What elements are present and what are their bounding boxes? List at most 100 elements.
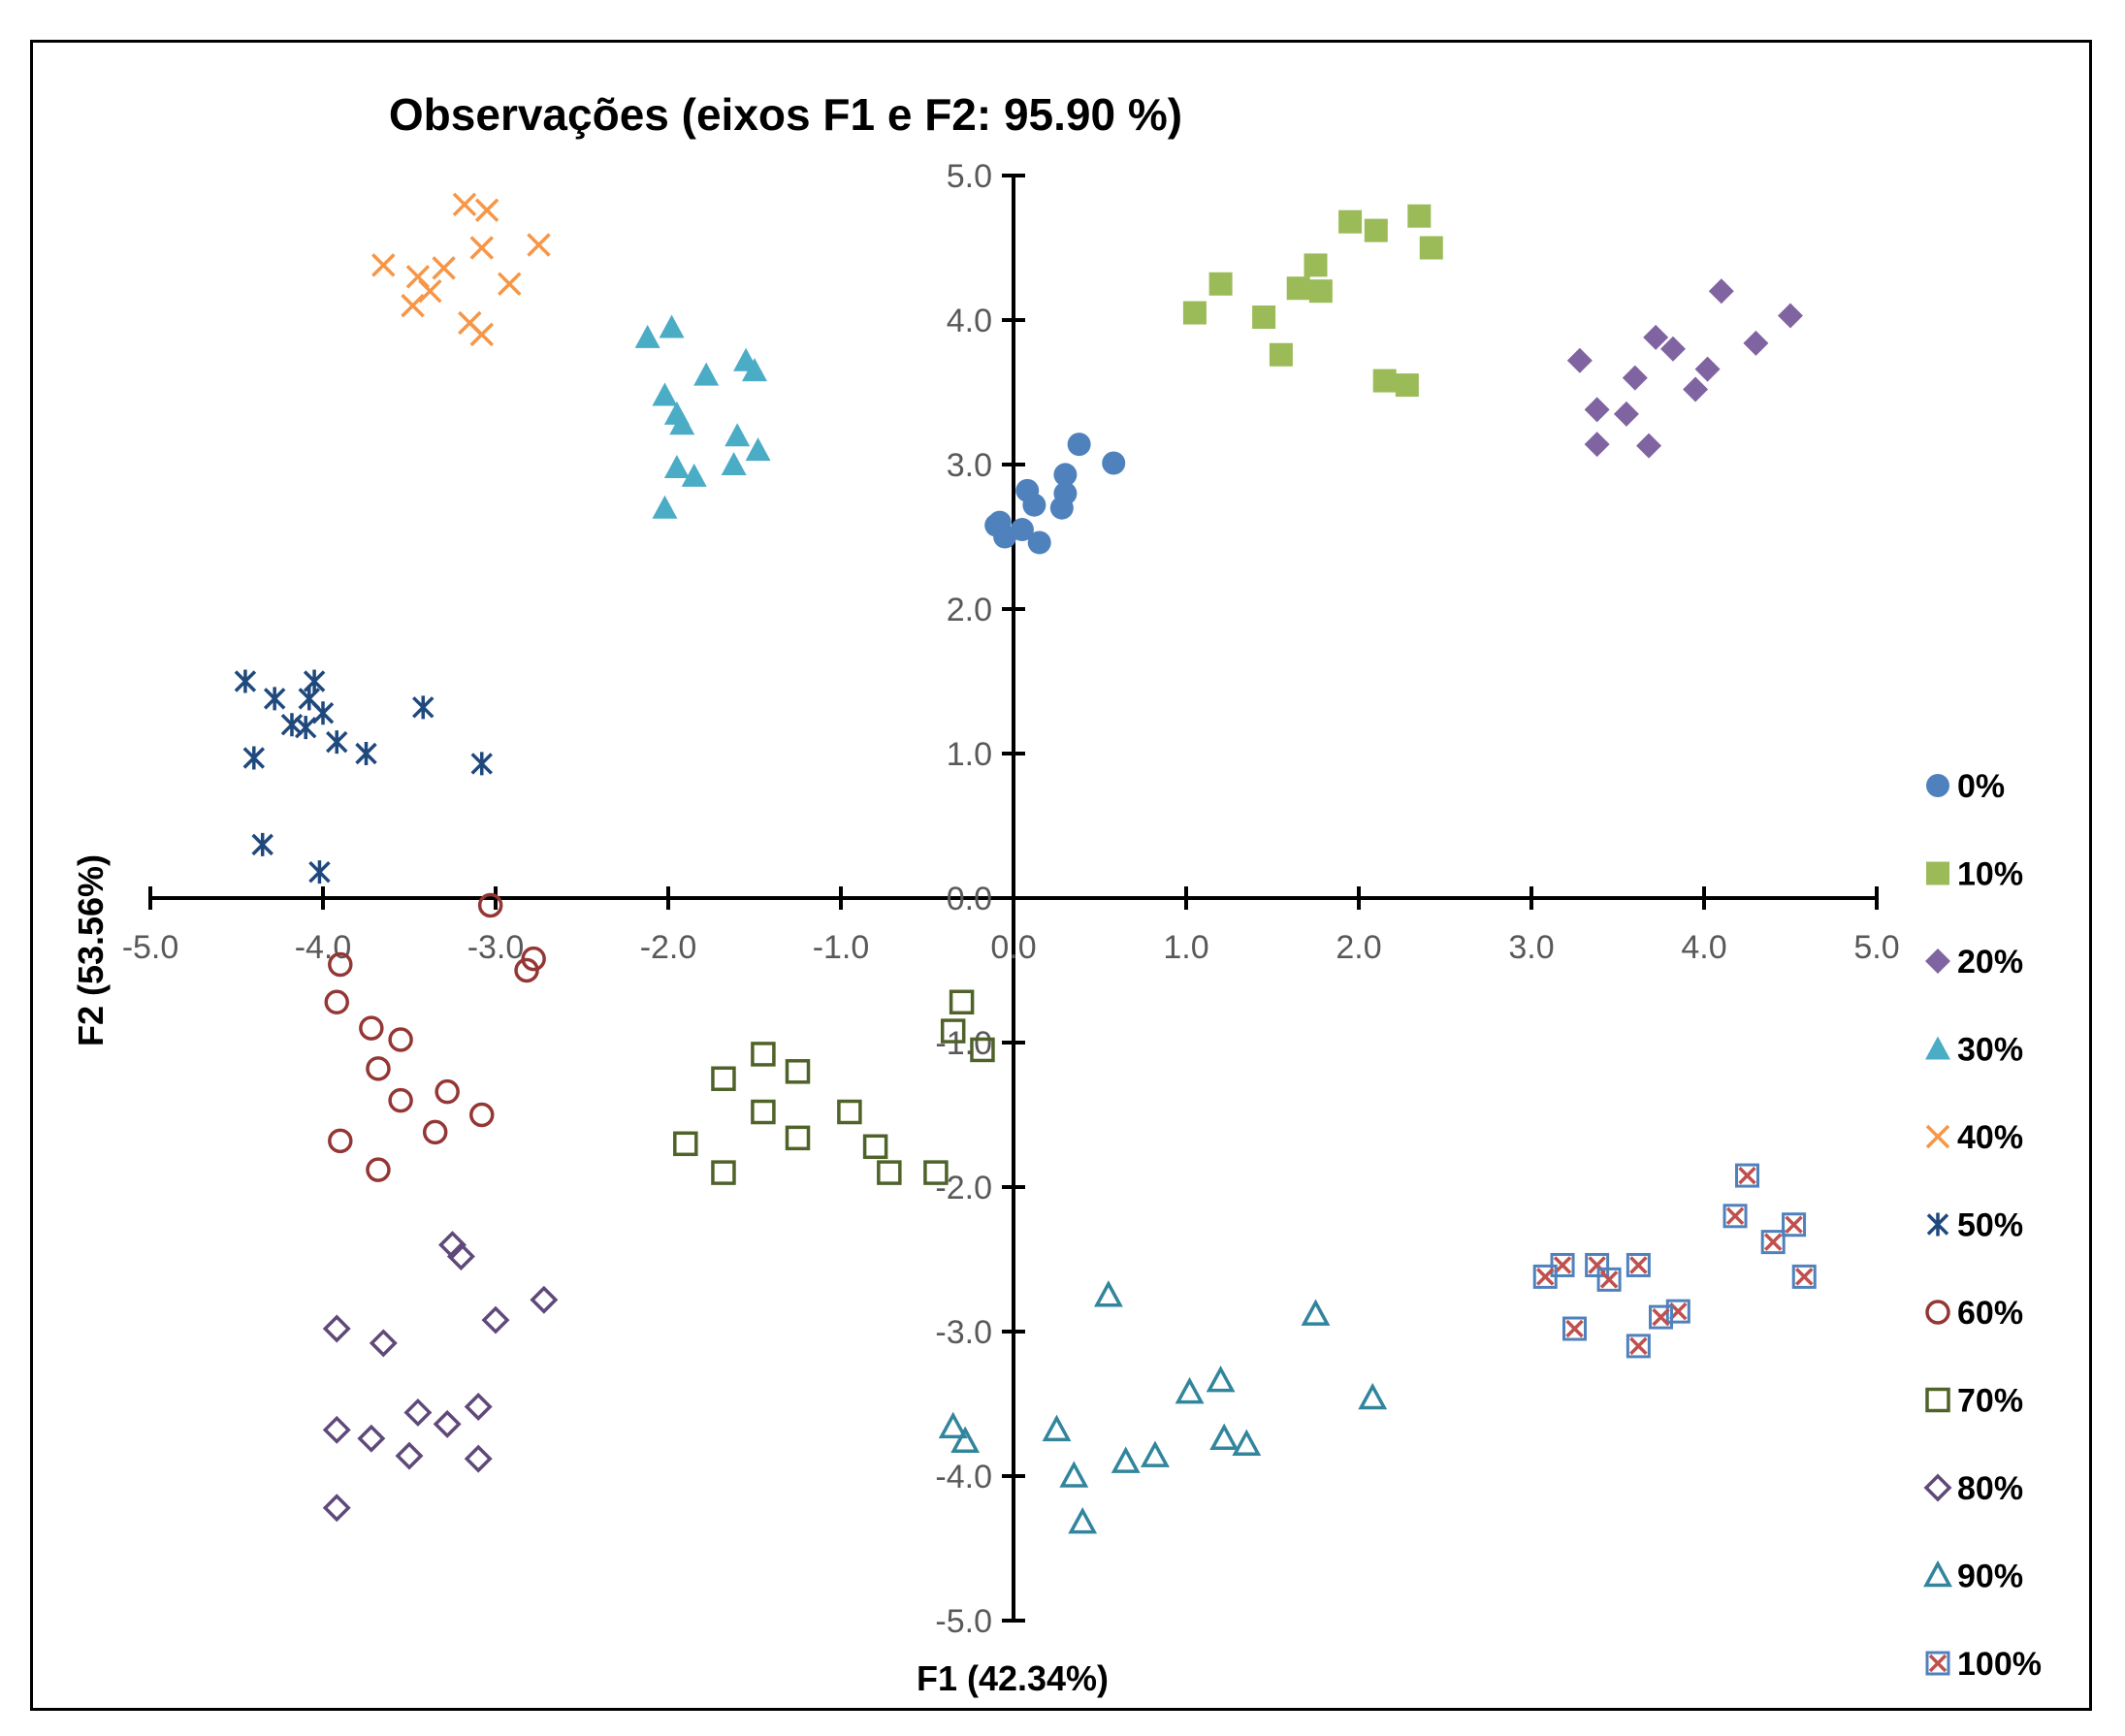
data-point <box>322 1314 351 1343</box>
data-point <box>322 1415 351 1444</box>
legend-marker <box>1925 1387 1950 1413</box>
axes: -5.0 -4.0 -3.0 -2.0 -1.0 0.0 1.0 2.0 3.0 4.0 5.0 5.… <box>122 158 1900 1640</box>
data-point <box>369 1329 398 1358</box>
series-40pct <box>371 192 551 347</box>
data-point <box>251 832 274 856</box>
legend-marker <box>1926 861 1949 885</box>
data-point <box>751 1099 776 1125</box>
data-point <box>234 669 257 693</box>
data-point <box>422 1119 448 1145</box>
legend-marker <box>1923 1473 1952 1502</box>
data-point <box>464 1393 493 1421</box>
legend-label: 0% <box>1957 768 2005 805</box>
series-0pct <box>984 433 1126 555</box>
data-point <box>669 411 695 435</box>
x-tick-label: 1.0 <box>1163 929 1208 966</box>
data-point <box>498 272 522 296</box>
data-point <box>371 253 396 277</box>
legend-label: 50% <box>1957 1207 2023 1244</box>
data-point <box>324 989 349 1015</box>
x-tick-label: -5.0 <box>122 929 179 966</box>
data-point <box>242 746 266 770</box>
data-point <box>1049 496 1074 520</box>
data-point <box>514 957 539 983</box>
legend-label: 80% <box>1957 1470 2023 1507</box>
data-point <box>1209 1423 1240 1451</box>
legend-item: 40% <box>1925 1119 2023 1156</box>
y-tick-label: 4.0 <box>947 303 992 339</box>
data-point <box>1659 336 1686 362</box>
data-point <box>1182 301 1207 325</box>
x-tick-label: 2.0 <box>1336 929 1381 966</box>
data-point <box>1208 272 1233 296</box>
x-tick-label: -4.0 <box>295 929 352 966</box>
y-tick-label: 2.0 <box>947 592 992 628</box>
data-point <box>1111 1446 1141 1473</box>
data-point <box>1232 1429 1262 1456</box>
legend-item: 20% <box>1925 944 2023 981</box>
series-30pct <box>634 314 771 519</box>
legend-item: 60% <box>1925 1295 2023 1332</box>
data-point <box>446 1242 475 1270</box>
data-point <box>673 1131 698 1157</box>
data-point <box>481 1305 510 1334</box>
data-point <box>395 1441 424 1470</box>
data-point <box>1022 493 1046 517</box>
data-point <box>328 1128 353 1154</box>
data-point <box>328 951 353 978</box>
data-point <box>652 382 678 406</box>
data-point <box>1566 347 1593 373</box>
legend-label: 60% <box>1957 1295 2023 1332</box>
data-point <box>401 293 425 318</box>
data-point <box>693 362 720 386</box>
legend-marker <box>1925 948 1950 974</box>
y-tick-label: -3.0 <box>935 1314 992 1351</box>
data-point <box>1622 365 1648 391</box>
legend-marker <box>1925 1124 1950 1149</box>
data-point <box>433 1409 462 1438</box>
data-point <box>1782 1212 1807 1238</box>
data-point <box>474 198 499 222</box>
data-point <box>877 1160 902 1185</box>
y-tick-label: -5.0 <box>935 1603 992 1640</box>
data-point <box>1308 279 1333 304</box>
data-points <box>234 192 1817 1534</box>
data-point <box>1364 218 1388 242</box>
legend-marker <box>1925 1036 1950 1060</box>
data-point <box>1372 369 1397 393</box>
data-point <box>1395 373 1419 398</box>
data-point <box>1760 1230 1786 1255</box>
data-point <box>1042 1414 1072 1442</box>
data-point <box>366 1056 391 1081</box>
data-point <box>970 1037 995 1063</box>
data-point <box>438 1231 467 1260</box>
data-point <box>1102 451 1126 475</box>
data-point <box>785 1059 811 1084</box>
data-point <box>721 452 747 475</box>
legend-label: 10% <box>1957 856 2023 893</box>
data-point <box>311 701 335 725</box>
data-point <box>477 892 503 918</box>
data-point <box>1613 401 1639 427</box>
legend-item: 0% <box>1926 768 2005 805</box>
data-point <box>1562 1316 1587 1341</box>
x-tick-label: 3.0 <box>1508 929 1554 966</box>
data-point <box>1286 276 1310 301</box>
chart-frame: Observações (eixos F1 e F2: 95.90 %) -5.… <box>30 40 2092 1711</box>
data-point <box>751 1042 776 1067</box>
y-tick-label: 5.0 <box>947 158 992 195</box>
legend-item: 80% <box>1923 1470 2023 1507</box>
data-point <box>357 1424 386 1453</box>
data-point <box>322 1494 351 1523</box>
legend-label: 90% <box>1957 1559 2023 1595</box>
data-point <box>469 322 494 347</box>
data-point <box>263 687 286 711</box>
data-point <box>1206 1366 1236 1393</box>
data-point <box>1649 1304 1673 1330</box>
data-point <box>1743 330 1769 356</box>
data-point <box>530 1285 559 1314</box>
data-point <box>470 752 493 776</box>
data-point <box>1175 1376 1205 1404</box>
x-tick-label: 5.0 <box>1853 929 1899 966</box>
x-tick-label: 0.0 <box>990 929 1036 966</box>
